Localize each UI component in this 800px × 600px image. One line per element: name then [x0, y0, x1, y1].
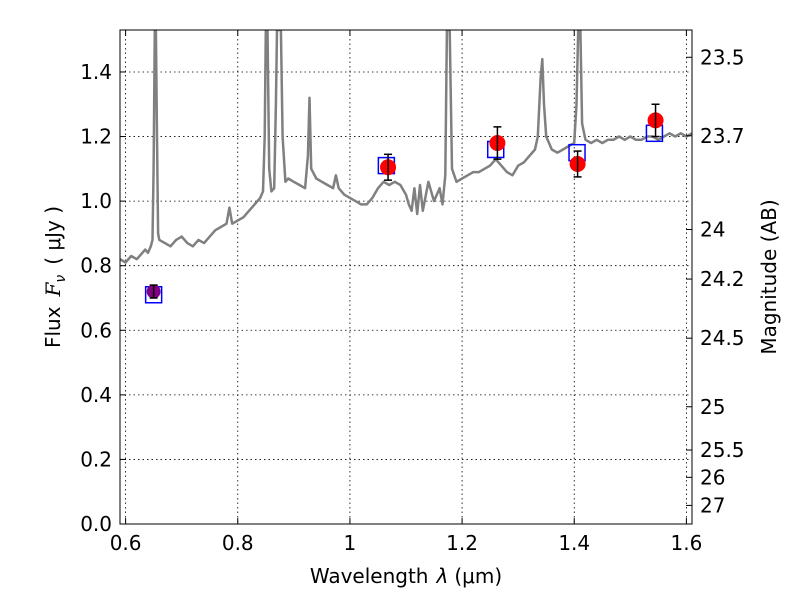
x-tick-label: 1.4 [558, 531, 590, 555]
x-axis-title: Wavelength λ (μm) [310, 564, 502, 588]
model-photometry-markers [144, 124, 664, 304]
y-tick-label: 0.6 [80, 318, 112, 342]
error-bars [149, 103, 660, 299]
grid-lines [120, 30, 692, 525]
y-tick-label: 1.2 [80, 125, 112, 149]
y-axis-title: FluxFν( μJy ) [41, 206, 69, 348]
magnitude-axis-ticks: 23.5 23.7 24 24.2 24.5 25 25.5 26 27 [686, 45, 745, 517]
x-tick-label: 1 [344, 531, 357, 555]
y-axis-ticks: 0.0 0.2 0.4 0.6 0.8 1.0 1.2 1.4 [80, 60, 126, 536]
y-tick-label: 0.4 [80, 383, 112, 407]
magnitude-tick-label: 24.5 [700, 326, 745, 350]
magnitude-tick-label: 25.5 [700, 438, 745, 462]
y-tick-label: 1.4 [80, 60, 112, 84]
magnitude-tick-label: 23.5 [700, 45, 745, 69]
magnitude-axis-title: Magnitude (AB) [757, 199, 781, 354]
model-spectrum-path [120, 30, 692, 264]
y-tick-label: 1.0 [80, 189, 112, 213]
plot-frame [119, 29, 693, 525]
model-spectrum-line [120, 30, 692, 264]
x-tick-label: 0.6 [110, 531, 142, 555]
y-tick-label: 0.0 [80, 512, 112, 536]
y-tick-label: 0.8 [80, 254, 112, 278]
x-tick-label: 1.6 [670, 531, 702, 555]
magnitude-tick-label: 27 [700, 493, 725, 517]
x-tick-label: 0.8 [222, 531, 254, 555]
x-axis-ticks: 0.6 0.8 1 1.2 1.4 1.6 [110, 30, 702, 555]
magnitude-tick-label: 24 [700, 218, 725, 242]
magnitude-tick-label: 24.2 [700, 267, 745, 291]
x-tick-label: 1.2 [446, 531, 478, 555]
magnitude-tick-label: 25 [700, 395, 725, 419]
magnitude-tick-label: 23.7 [700, 124, 745, 148]
y-tick-label: 0.2 [80, 447, 112, 471]
magnitude-tick-label: 26 [700, 465, 725, 489]
